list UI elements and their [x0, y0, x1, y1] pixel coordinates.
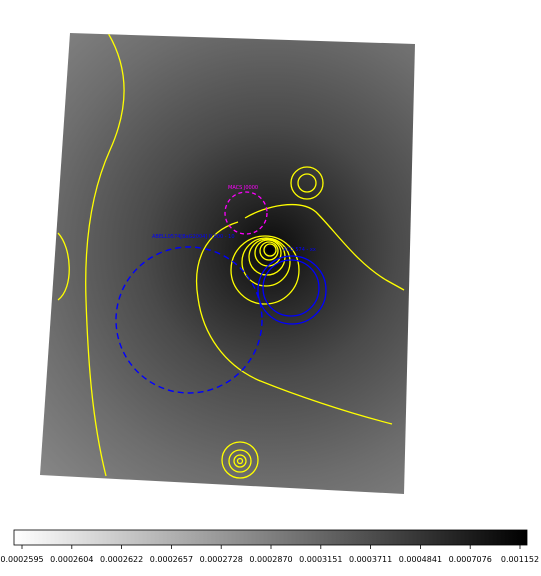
- colorbar-tick-label: 0.0002728: [200, 555, 243, 564]
- colorbar-tick-label: 0.0002622: [100, 555, 143, 564]
- colorbar-tick-label: 0.0002595: [0, 555, 43, 564]
- colorbar-ticks: 0.0002595 0.0002604 0.0002622 0.0002657 0.00…: [0, 545, 539, 564]
- colorbar-tick-label: 0.0003711: [349, 555, 392, 564]
- blue-dashed-region[interactable]: [115, 246, 263, 394]
- contour-left-edge: [57, 232, 70, 301]
- contour-satellite-inner: [297, 173, 317, 193]
- blue-dashed-region-label: ABELL0574[BaG2004] 0.000 - 10: [152, 234, 235, 240]
- magenta-region[interactable]: [224, 191, 268, 235]
- colorbar[interactable]: [13, 529, 528, 546]
- contour-core-5: [259, 241, 279, 261]
- blue-solid-region-inner[interactable]: [262, 259, 320, 317]
- contour-satellite-outer: [290, 166, 324, 200]
- colorbar-tick-label: 0.0004841: [399, 555, 442, 564]
- core-source: [266, 246, 274, 254]
- colorbar-tick-label: 0.0002870: [249, 555, 292, 564]
- blue-solid-region-label: ACO 574 - xx: [283, 247, 316, 253]
- magenta-region-label: MACS J0000: [228, 185, 258, 191]
- contour-bottom-2: [228, 449, 252, 473]
- contour-layer: [57, 33, 405, 479]
- contour-bottom-3: [233, 454, 247, 468]
- contour-left-band: [85, 33, 125, 477]
- colorbar-tick-label: 0.0007076: [449, 555, 492, 564]
- contour-core-1: [230, 235, 300, 305]
- sky-image[interactable]: [40, 33, 415, 494]
- blue-solid-region-outer[interactable]: [257, 255, 327, 325]
- contour-bottom-1: [221, 441, 259, 479]
- colorbar-tick-label: 0.001152: [501, 555, 539, 564]
- contour-bottom-4: [236, 457, 244, 465]
- colorbar-tick-label: 0.0003151: [299, 555, 342, 564]
- contour-core-6: [263, 243, 277, 257]
- contour-core-2: [241, 237, 291, 287]
- colorbar-tick-label: 0.0002604: [50, 555, 93, 564]
- contour-main-upper: [244, 204, 405, 291]
- contour-main-envelope: [195, 221, 393, 425]
- colorbar-tick-label: 0.0002657: [150, 555, 193, 564]
